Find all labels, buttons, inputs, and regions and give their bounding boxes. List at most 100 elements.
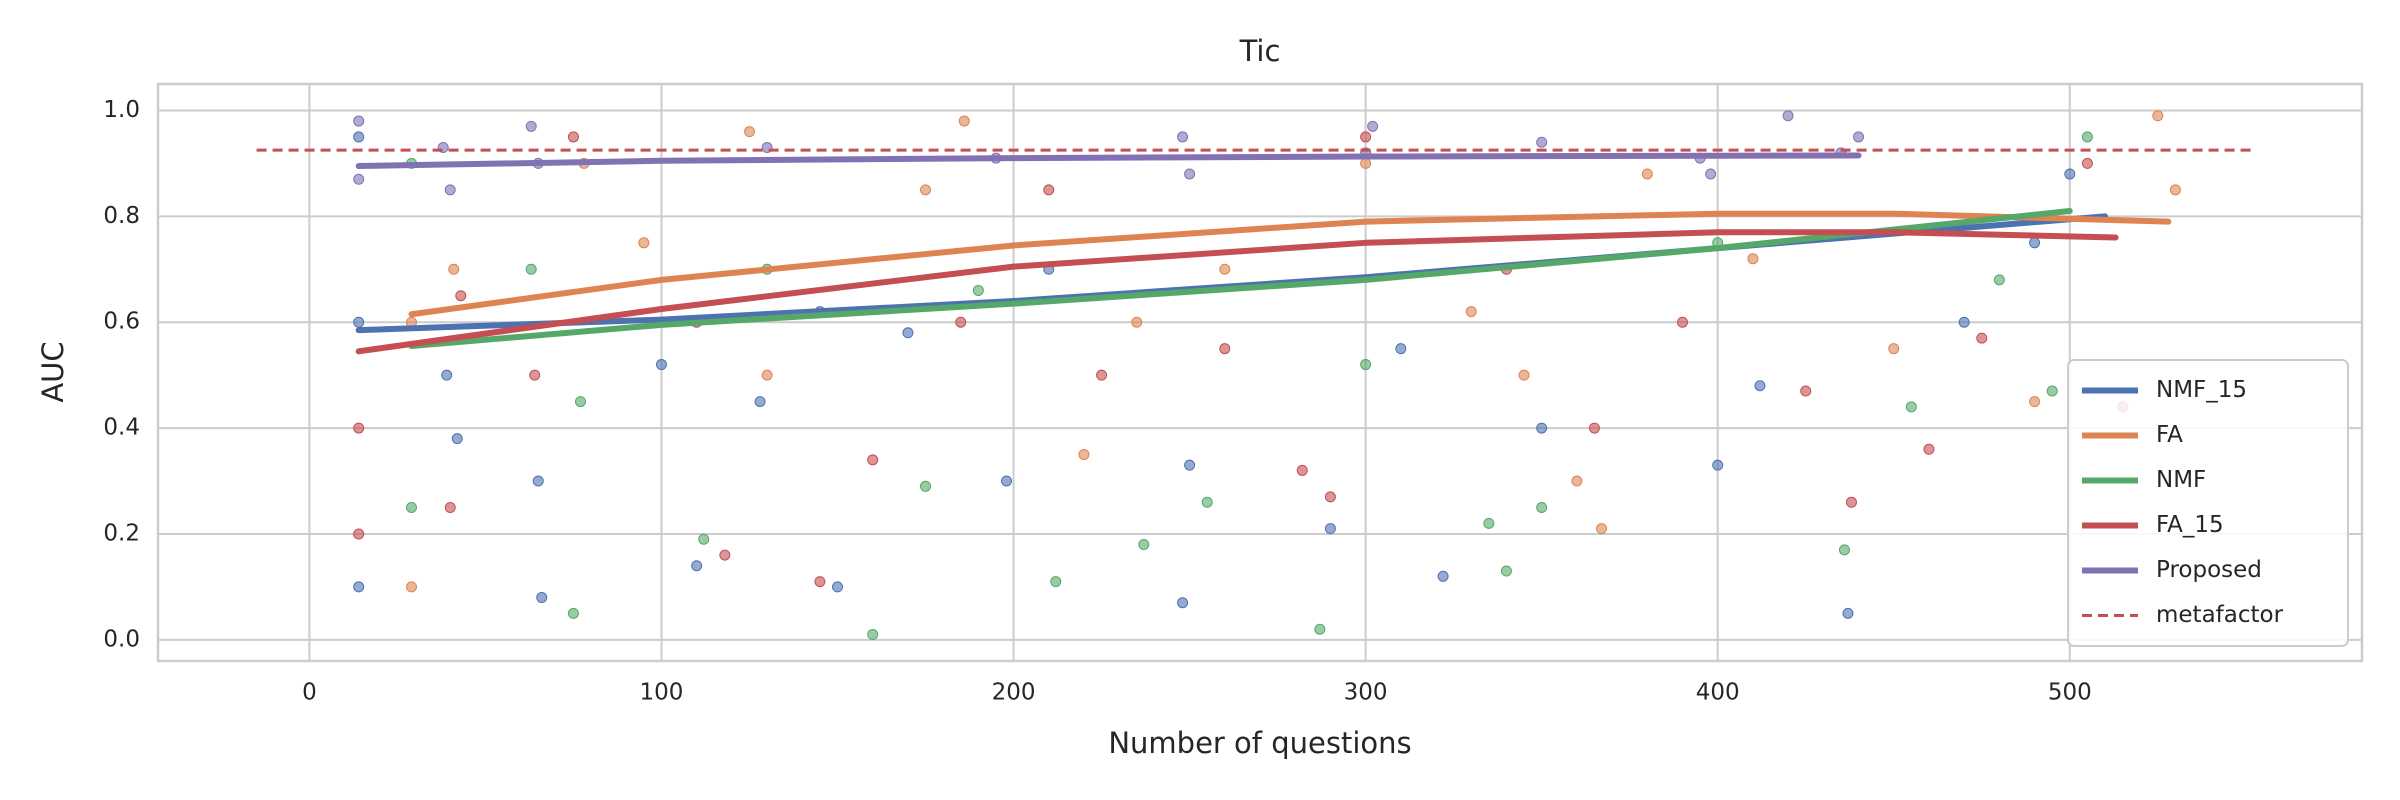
scatter-point bbox=[1536, 501, 1548, 513]
legend-label: metafactor bbox=[2156, 602, 2284, 628]
scatter-point bbox=[1705, 168, 1717, 180]
scatter-point bbox=[1782, 110, 1794, 122]
scatter-point bbox=[2081, 131, 2093, 143]
scatter-point bbox=[832, 581, 844, 593]
legend-label: NMF_15 bbox=[2156, 377, 2247, 403]
scatter-point bbox=[451, 433, 463, 445]
scatter-point bbox=[1800, 385, 1812, 397]
y-tick-label: 0.8 bbox=[103, 203, 140, 229]
scatter-point bbox=[1905, 401, 1917, 413]
scatter-point bbox=[532, 475, 544, 487]
scatter-point bbox=[1536, 422, 1548, 434]
scatter-point bbox=[1571, 475, 1583, 487]
scatter-point bbox=[1367, 120, 1379, 132]
scatter-point bbox=[761, 369, 773, 381]
legend-label: FA bbox=[2156, 422, 2183, 448]
legend-label: NMF bbox=[2156, 467, 2206, 493]
scatter-point bbox=[638, 237, 650, 249]
scatter-point bbox=[1483, 517, 1495, 529]
scatter-point bbox=[691, 560, 703, 572]
scatter-point bbox=[1976, 332, 1988, 344]
scatter-point bbox=[1838, 544, 1850, 556]
scatter-point bbox=[1184, 168, 1196, 180]
scatter-point bbox=[1923, 443, 1935, 455]
scatter-point bbox=[1465, 306, 1477, 318]
x-tick-label: 400 bbox=[1696, 680, 1740, 706]
scatter-point bbox=[719, 549, 731, 561]
scatter-point bbox=[902, 327, 914, 339]
scatter-point bbox=[448, 263, 460, 275]
scatter-point bbox=[529, 369, 541, 381]
trend-line bbox=[408, 210, 2172, 318]
y-tick-label: 0.2 bbox=[103, 520, 140, 546]
scatter-point bbox=[444, 501, 456, 513]
scatter-point bbox=[1888, 343, 1900, 355]
legend-box bbox=[2067, 359, 2349, 647]
scatter-point bbox=[525, 263, 537, 275]
y-tick-label: 0.4 bbox=[103, 415, 140, 441]
scatter-point bbox=[1845, 496, 1857, 508]
scatter-point bbox=[1078, 449, 1090, 461]
scatter-point bbox=[1043, 184, 1055, 196]
scatter-point bbox=[574, 396, 586, 408]
scatter-point bbox=[655, 359, 667, 371]
scatter-point bbox=[1001, 475, 1013, 487]
scatter-point bbox=[754, 396, 766, 408]
scatter-point bbox=[1676, 316, 1688, 328]
scatter-point bbox=[2029, 237, 2041, 249]
scatter-point bbox=[1360, 131, 1372, 143]
scatter-point bbox=[441, 369, 453, 381]
scatter-point bbox=[1754, 380, 1766, 392]
chart-title: Tic bbox=[1239, 34, 1281, 68]
scatter-point bbox=[353, 422, 365, 434]
scatter-point bbox=[1296, 464, 1308, 476]
scatter-point bbox=[972, 284, 984, 296]
scatter-point bbox=[1712, 459, 1724, 471]
y-tick-label: 0.0 bbox=[103, 626, 140, 652]
legend-label: FA_15 bbox=[2156, 512, 2224, 538]
x-tick-label: 0 bbox=[302, 680, 317, 706]
scatter-point bbox=[958, 115, 970, 127]
scatter-point bbox=[536, 591, 548, 603]
scatter-point bbox=[455, 290, 467, 302]
scatter-point bbox=[814, 576, 826, 588]
scatter-point bbox=[1360, 157, 1372, 169]
scatter-point bbox=[867, 629, 879, 641]
scatter-point bbox=[1219, 343, 1231, 355]
scatter-point bbox=[1853, 131, 1865, 143]
scatter-point bbox=[2169, 184, 2181, 196]
scatter-point bbox=[920, 480, 932, 492]
scatter-point bbox=[1993, 274, 2005, 286]
y-axis-label: AUC bbox=[36, 341, 70, 402]
plot-area bbox=[256, 110, 2257, 641]
scatter-point bbox=[353, 173, 365, 185]
scatter-point bbox=[1096, 369, 1108, 381]
plot-frame bbox=[156, 82, 2364, 663]
scatter-point bbox=[444, 184, 456, 196]
x-tick-label: 200 bbox=[992, 680, 1036, 706]
scatter-point bbox=[1500, 565, 1512, 577]
scatter-point bbox=[2152, 110, 2164, 122]
scatter-point bbox=[405, 501, 417, 513]
scatter-point bbox=[525, 120, 537, 132]
scatter-point bbox=[2081, 157, 2093, 169]
scatter-point bbox=[1958, 316, 1970, 328]
scatter-point bbox=[2046, 385, 2058, 397]
scatter-point bbox=[1518, 369, 1530, 381]
x-tick-label: 100 bbox=[640, 680, 684, 706]
scatter-point bbox=[920, 184, 932, 196]
scatter-point bbox=[567, 607, 579, 619]
scatter-point bbox=[1536, 136, 1548, 148]
scatter-point bbox=[1138, 539, 1150, 551]
scatter-point bbox=[1437, 570, 1449, 582]
x-axis-label: Number of questions bbox=[1108, 726, 1411, 760]
scatter-point bbox=[1177, 597, 1189, 609]
scatter-point bbox=[1324, 523, 1336, 535]
trend-line bbox=[355, 229, 2119, 355]
scatter-point bbox=[1588, 422, 1600, 434]
x-tick-label: 300 bbox=[1344, 680, 1388, 706]
scatter-point bbox=[1842, 607, 1854, 619]
y-tick-label: 0.6 bbox=[103, 309, 140, 335]
